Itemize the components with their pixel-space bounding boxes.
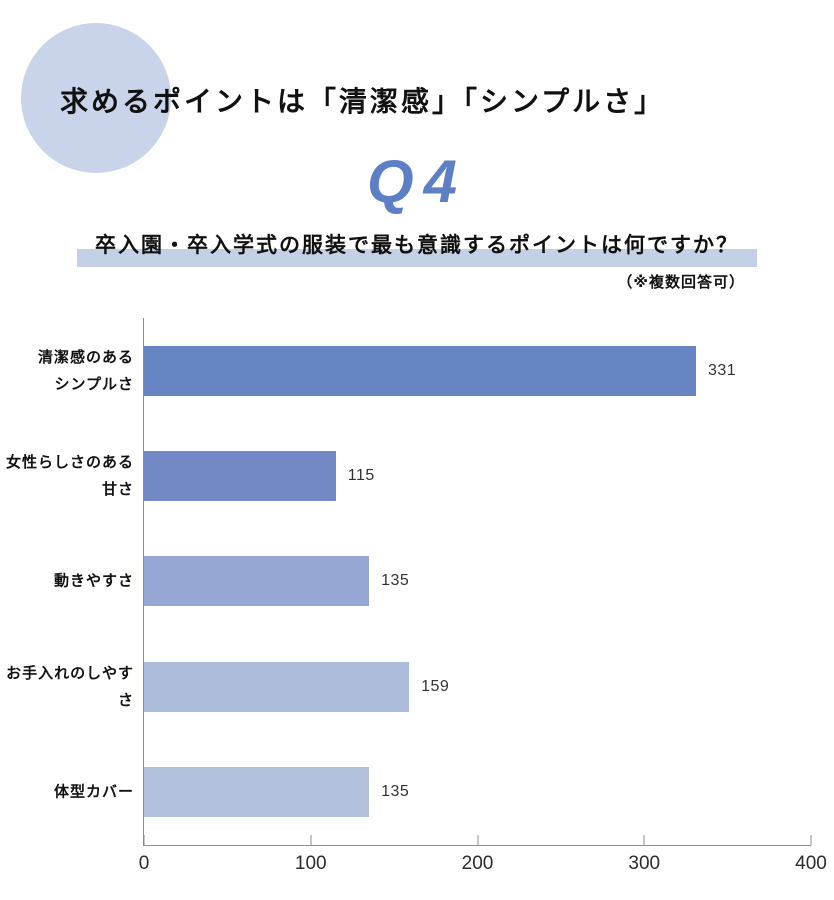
decorative-circle [21, 23, 171, 173]
chart-row: 体型カバー 135 [54, 740, 811, 845]
bar-plot: 清潔感のある シンプルさ 331 女性らしさのある 甘さ 115 動きやすさ 135 お手入… [6, 318, 811, 845]
multiple-answers-note: （※複数回答可） [617, 274, 745, 291]
chart-row: 女性らしさのある 甘さ 115 [6, 423, 811, 528]
chart-row: お手入れのしやすさ 159 [6, 634, 811, 739]
bar [144, 451, 336, 502]
value-label: 159 [421, 677, 450, 695]
question-number: Q4 [366, 148, 468, 215]
bar [144, 661, 410, 712]
value-label: 135 [381, 783, 410, 801]
x-tick-label: 100 [294, 853, 327, 874]
value-label: 115 [347, 467, 375, 485]
bar [144, 345, 696, 396]
category-label: 体型カバー [53, 783, 134, 801]
bar-chart: 清潔感のある シンプルさ 331 女性らしさのある 甘さ 115 動きやすさ 135 お手入… [6, 318, 827, 874]
category-label: 女性らしさのある 甘さ [5, 454, 134, 499]
bar [144, 767, 370, 818]
value-label: 331 [707, 361, 737, 379]
x-tick-label: 400 [795, 853, 827, 874]
headline: 求めるポイントは「清潔感」「シンプルさ」 [60, 86, 666, 117]
category-label: お手入れのしやすさ [6, 664, 134, 709]
value-label: 135 [381, 572, 410, 590]
question-text: 卒入園・卒入学式の服装で最も意識するポイントは何ですか？ [77, 227, 757, 267]
chart-row: 清潔感のある シンプルさ 331 [38, 318, 811, 423]
x-tick-label: 0 [138, 853, 150, 874]
question-row: 卒入園・卒入学式の服装で最も意識するポイントは何ですか？ [0, 227, 834, 267]
category-label: 動きやすさ [53, 572, 134, 590]
x-tick-label: 200 [461, 853, 494, 874]
bar [144, 556, 370, 607]
x-tick-label: 300 [628, 853, 661, 874]
chart-row: 動きやすさ 135 [54, 529, 811, 634]
category-label: 清潔感のある シンプルさ [37, 348, 134, 393]
